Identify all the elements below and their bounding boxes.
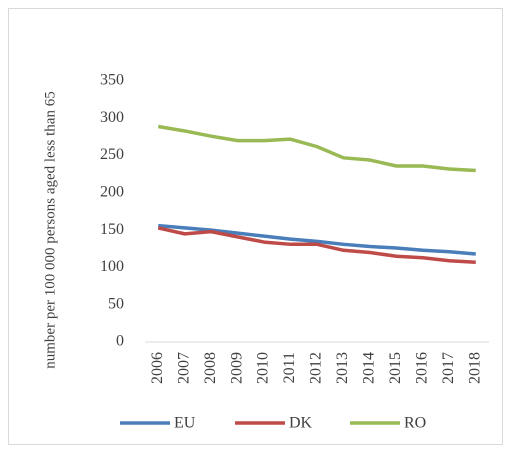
series-line <box>158 223 476 256</box>
legend-label: DK <box>289 415 313 432</box>
x-tick-label: 2007 <box>175 352 192 384</box>
x-tick-label: 2014 <box>361 352 378 384</box>
x-tick-label: 2006 <box>149 352 166 384</box>
x-tick-label: 2009 <box>228 352 245 384</box>
y-tick-label: 50 <box>108 295 124 312</box>
x-tick-label: 2015 <box>387 352 404 384</box>
x-tick-label: 2013 <box>334 352 351 384</box>
x-tick-label: 2017 <box>440 352 457 384</box>
y-tick-label: 250 <box>100 146 124 163</box>
y-tick-label: 350 <box>100 72 124 89</box>
x-tick-label: 2008 <box>202 352 219 384</box>
y-tick-label: 150 <box>100 221 124 238</box>
legend-label: EU <box>174 415 196 432</box>
x-tick-label: 2012 <box>308 352 325 384</box>
x-tick-label: 2016 <box>414 352 431 384</box>
x-tick-label: 2011 <box>281 352 298 383</box>
chart-frame <box>8 8 503 445</box>
y-axis-title: number per 100 000 persons aged less tha… <box>42 91 59 369</box>
y-tick-label: 100 <box>100 258 124 275</box>
y-tick-label: 200 <box>100 184 124 201</box>
series-line <box>157 226 476 264</box>
x-tick-label: 2010 <box>255 352 272 384</box>
x-tick-label: 2018 <box>466 352 483 384</box>
series-line <box>157 124 476 173</box>
y-tick-label: 0 <box>116 333 124 350</box>
legend-label: RO <box>404 415 426 432</box>
y-tick-label: 300 <box>100 109 124 126</box>
